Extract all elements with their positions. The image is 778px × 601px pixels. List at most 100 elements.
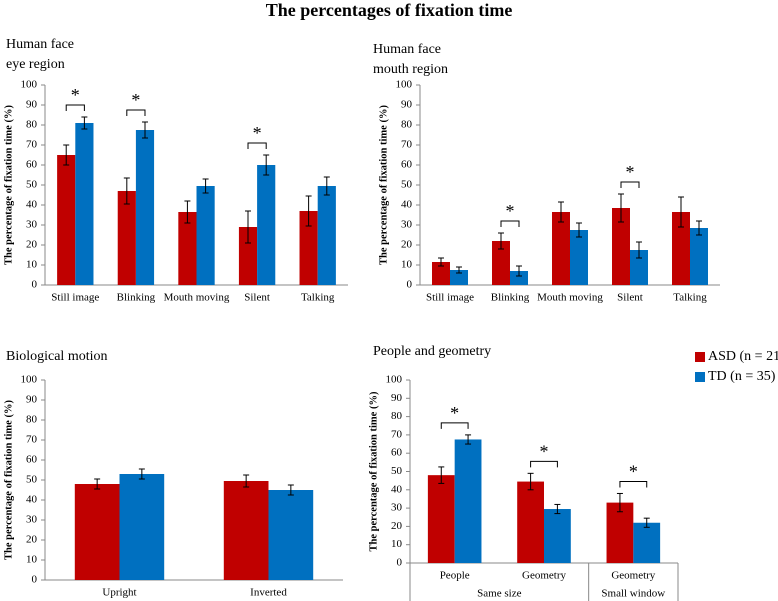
y-tick-label: 20 <box>401 239 413 251</box>
y-tick-label: 40 <box>391 483 403 495</box>
significance-star: * <box>629 462 638 482</box>
bar <box>223 481 269 580</box>
y-tick-label: 50 <box>26 474 38 486</box>
y-tick-label: 0 <box>32 574 38 586</box>
y-axis-label: The percentage of fixation time (%) <box>3 105 14 265</box>
y-tick-label: 60 <box>401 159 413 171</box>
significance-bracket <box>126 109 146 116</box>
x-tick-label: Blinking <box>117 292 156 304</box>
legend-swatch <box>695 372 705 382</box>
x-tick-label: People <box>440 570 470 582</box>
x-tick-label: Mouth moving <box>164 292 230 304</box>
y-tick-label: 80 <box>391 410 403 422</box>
significance-star: * <box>253 123 262 143</box>
y-tick-label: 100 <box>396 79 413 91</box>
significance-bracket <box>247 142 267 149</box>
y-tick-label: 50 <box>26 179 38 191</box>
chart-title: Human face <box>373 42 441 57</box>
bar <box>612 208 630 285</box>
bar <box>317 186 336 285</box>
y-tick-label: 10 <box>391 538 403 550</box>
significance-bracket <box>65 104 85 111</box>
bar <box>257 165 276 285</box>
figure-title: The percentages of fixation time <box>266 0 513 20</box>
bar <box>672 212 690 285</box>
legend-label: TD (n = 35) <box>708 369 776 384</box>
y-tick-label: 100 <box>386 374 403 386</box>
bar <box>633 522 661 563</box>
significance-star: * <box>71 85 80 105</box>
y-tick-label: 70 <box>401 139 413 151</box>
chart-title: Biological motion <box>6 349 108 364</box>
y-tick-label: 10 <box>26 554 38 566</box>
y-tick-label: 50 <box>391 465 403 477</box>
x-tick-label: Mouth moving <box>537 292 603 304</box>
y-tick-label: 40 <box>26 199 38 211</box>
legend-label: ASD (n = 21) <box>708 349 778 364</box>
y-tick-label: 70 <box>26 139 38 151</box>
x-tick-label: Blinking <box>491 292 530 304</box>
y-axis-label: The percentage of fixation time (%) <box>378 105 389 265</box>
x-tick-label: Inverted <box>250 587 287 599</box>
bar <box>74 484 120 580</box>
bar <box>510 271 528 285</box>
y-tick-label: 30 <box>26 514 38 526</box>
y-tick-label: 70 <box>391 428 403 440</box>
x-tick-label: Silent <box>617 292 643 304</box>
bar <box>299 211 318 285</box>
y-tick-label: 80 <box>26 119 38 131</box>
y-tick-label: 20 <box>391 520 403 532</box>
group-label: Small window <box>601 588 665 600</box>
y-tick-label: 40 <box>26 494 38 506</box>
chart-title: eye region <box>6 57 65 72</box>
bar <box>119 474 165 580</box>
bar <box>268 490 314 580</box>
y-tick-label: 100 <box>21 374 38 386</box>
y-tick-label: 50 <box>401 179 413 191</box>
x-tick-label: Still image <box>426 292 474 304</box>
significance-star: * <box>506 201 515 221</box>
bar <box>75 123 94 285</box>
x-tick-label: Upright <box>102 587 136 599</box>
bar <box>450 270 468 285</box>
y-tick-label: 20 <box>26 534 38 546</box>
significance-star: * <box>540 441 549 461</box>
y-tick-label: 40 <box>401 199 413 211</box>
y-tick-label: 0 <box>407 279 413 291</box>
y-tick-label: 90 <box>401 99 413 111</box>
significance-bracket <box>530 460 558 468</box>
bar <box>178 212 197 285</box>
x-tick-label: Silent <box>244 292 270 304</box>
y-tick-label: 60 <box>391 447 403 459</box>
significance-star: * <box>131 90 140 110</box>
x-tick-label: Talking <box>301 292 335 304</box>
y-tick-label: 60 <box>26 159 38 171</box>
bar <box>630 250 648 285</box>
y-tick-label: 30 <box>26 219 38 231</box>
x-tick-label: Talking <box>673 292 707 304</box>
y-tick-label: 30 <box>401 219 413 231</box>
bar <box>454 439 482 563</box>
bar <box>57 155 76 285</box>
significance-bracket <box>620 181 640 188</box>
y-tick-label: 10 <box>26 259 38 271</box>
x-tick-label: Still image <box>51 292 99 304</box>
legend-swatch <box>695 352 705 362</box>
bar <box>552 212 570 285</box>
significance-bracket <box>440 422 469 429</box>
y-tick-label: 90 <box>391 392 403 404</box>
y-tick-label: 80 <box>401 119 413 131</box>
bar <box>606 502 634 563</box>
significance-star: * <box>450 403 459 423</box>
y-tick-label: 30 <box>391 502 403 514</box>
y-tick-label: 0 <box>397 557 403 569</box>
bar <box>432 262 450 285</box>
y-tick-label: 20 <box>26 239 38 251</box>
y-tick-label: 90 <box>26 394 38 406</box>
y-tick-label: 80 <box>26 414 38 426</box>
bar <box>238 227 258 285</box>
chart-title: mouth region <box>373 62 448 77</box>
significance-bracket <box>500 220 520 227</box>
bar <box>690 228 708 285</box>
